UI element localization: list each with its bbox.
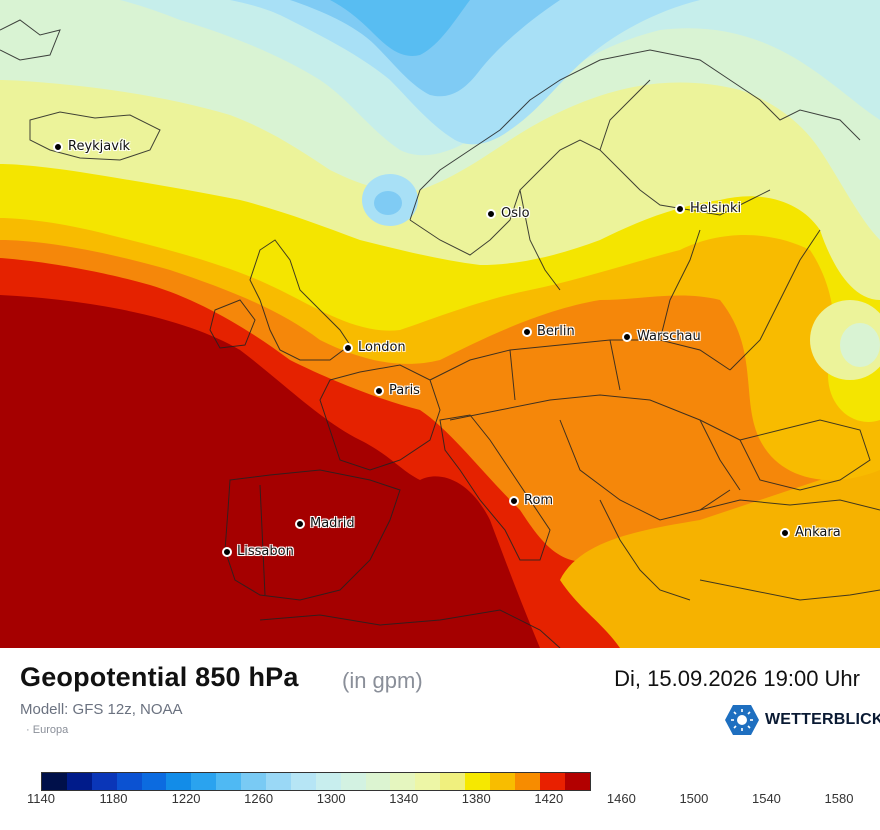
city-label: Rom [524,493,554,508]
color-swatch [42,773,67,790]
color-swatch [216,773,242,790]
city-marker-berlin: Berlin [522,324,575,339]
color-swatch [514,773,540,790]
city-dot [509,495,519,506]
city-dot [222,546,232,557]
color-swatch [66,773,92,790]
city-label: Madrid [310,516,355,531]
city-label: London [358,340,406,355]
color-swatch [564,773,590,790]
color-swatch [266,773,291,790]
forecast-datetime: Di, 15.09.2026 19:00 Uhr [614,666,860,691]
color-swatch [340,773,366,790]
city-marker-lissabon: Lissabon [222,544,294,559]
city-dot [675,203,685,214]
sun-hexagon-icon [725,705,759,735]
city-dot [486,208,496,219]
scale-tick-label: 1380 [461,791,491,806]
city-dot [343,342,353,353]
scale-tick-label: 1420 [534,791,564,806]
color-swatch [241,773,267,790]
color-scale [41,772,591,791]
color-swatch [290,773,316,790]
scale-tick-label: 1460 [606,791,636,806]
city-marker-ankara: Ankara [780,525,841,540]
scale-tick-label: 1300 [316,791,346,806]
scale-tick-label: 1580 [824,791,854,806]
color-swatch [191,773,217,790]
color-scale-ticks: 1140 1180 1220 1260 1300 1340 1380 1420 1460 1500… [0,791,880,811]
map-footer: Geopotential 850 hPa (in gpm) Di, 15.09.… [0,648,880,830]
city-marker-paris: Paris [374,383,420,398]
scale-tick-label: 1540 [751,791,781,806]
scale-tick-label: 1140 [27,791,55,806]
color-swatch [465,773,491,790]
brand-name: WETTERBLICK [765,711,880,728]
city-marker-london: London [343,340,406,355]
city-marker-madrid: Madrid [295,516,355,531]
color-swatch [440,773,466,790]
color-swatch [91,773,117,790]
city-marker-oslo: Oslo [486,206,530,221]
map-contours [0,0,880,648]
city-label: Warschau [637,329,701,344]
geopotential-map [0,0,880,648]
city-label: Berlin [537,324,575,339]
color-swatch [315,773,341,790]
scale-tick-label: 1500 [679,791,709,806]
city-label: Lissabon [237,544,294,559]
color-swatch [539,773,565,790]
region-name: Europa [32,724,69,736]
city-label: Ankara [795,525,841,540]
scale-tick-label: 1180 [99,791,128,806]
scale-tick-label: 1220 [171,791,201,806]
color-swatch [116,773,142,790]
city-marker-helsinki: Helsinki [675,201,741,216]
brand-logo: WETTERBLICK [724,704,880,736]
city-dot [374,385,384,396]
map-unit: (in gpm) [342,668,423,693]
color-swatch [365,773,391,790]
color-swatch [166,773,192,790]
color-swatch [141,773,167,790]
color-swatch [415,773,441,790]
map-title: Geopotential 850 hPa [20,662,299,692]
city-marker-rom: Rom [509,493,553,508]
color-swatch [390,773,416,790]
city-marker-warschau: Warschau [622,329,701,344]
city-label: Oslo [501,206,530,221]
model-info: Modell: GFS 12z, NOAA [20,701,183,718]
city-marker-reykjavik: Reykjavík [53,139,130,154]
region-label: · Europa [26,724,69,736]
color-swatch [490,773,515,790]
city-dot [622,331,632,342]
city-label: Helsinki [690,201,742,216]
city-dot [780,527,790,538]
city-dot [522,326,532,337]
city-label: Reykjavík [68,139,131,154]
city-dot [53,141,63,152]
city-label: Paris [389,383,420,398]
scale-tick-label: 1340 [389,791,419,806]
scale-tick-label: 1260 [244,791,274,806]
city-dot [295,518,305,529]
